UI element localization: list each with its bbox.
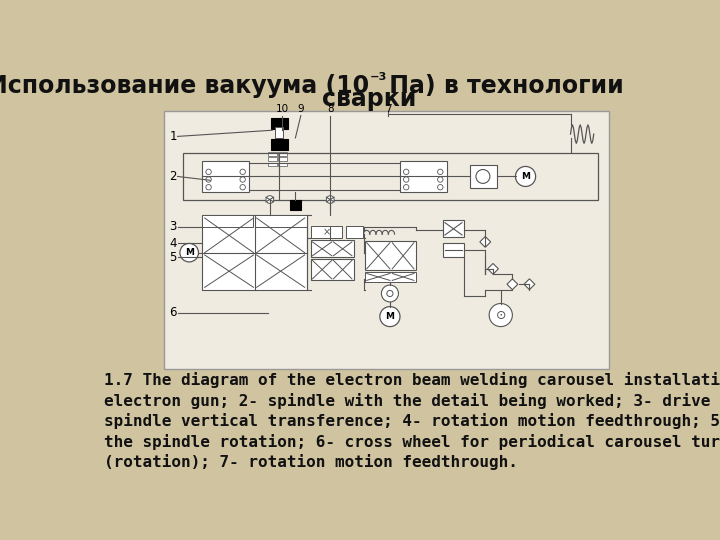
Polygon shape bbox=[487, 264, 498, 274]
Circle shape bbox=[382, 285, 398, 302]
Bar bbox=[202, 215, 307, 289]
Text: 9: 9 bbox=[297, 104, 304, 114]
Circle shape bbox=[403, 185, 409, 190]
Bar bbox=[443, 244, 464, 257]
Circle shape bbox=[240, 185, 246, 190]
Circle shape bbox=[266, 195, 274, 204]
Circle shape bbox=[387, 291, 393, 296]
Bar bbox=[275, 127, 283, 138]
Circle shape bbox=[403, 169, 409, 174]
Text: М: М bbox=[385, 312, 395, 321]
Bar bbox=[269, 163, 276, 166]
Circle shape bbox=[438, 177, 443, 182]
Bar bbox=[279, 152, 287, 156]
Circle shape bbox=[326, 195, 334, 204]
Text: 8: 8 bbox=[327, 104, 333, 114]
Bar bbox=[400, 161, 446, 192]
Circle shape bbox=[206, 169, 211, 174]
Circle shape bbox=[180, 244, 199, 262]
Bar bbox=[271, 139, 287, 150]
Circle shape bbox=[516, 166, 536, 186]
Text: 6: 6 bbox=[169, 306, 176, 319]
Bar bbox=[279, 163, 287, 166]
Text: ⊙: ⊙ bbox=[495, 308, 506, 321]
Bar bbox=[311, 240, 354, 257]
Bar bbox=[163, 111, 609, 369]
Circle shape bbox=[380, 307, 400, 327]
Text: 2: 2 bbox=[169, 170, 176, 183]
Text: Использование вакуума (10: Использование вакуума (10 bbox=[0, 74, 369, 98]
Polygon shape bbox=[480, 237, 490, 247]
Text: сварки: сварки bbox=[322, 87, 416, 111]
Circle shape bbox=[438, 185, 443, 190]
Text: 5: 5 bbox=[169, 251, 176, 264]
Circle shape bbox=[403, 177, 409, 182]
Polygon shape bbox=[507, 279, 518, 289]
Text: ⁻³: ⁻³ bbox=[370, 72, 387, 91]
Bar bbox=[202, 161, 249, 192]
Bar bbox=[443, 220, 464, 237]
Bar bbox=[269, 152, 276, 156]
Bar bbox=[202, 215, 253, 226]
Text: М: М bbox=[185, 248, 194, 257]
Circle shape bbox=[476, 170, 490, 184]
Text: 7: 7 bbox=[385, 104, 392, 114]
Text: ×: × bbox=[323, 227, 330, 237]
Bar bbox=[365, 241, 415, 271]
Bar bbox=[311, 259, 354, 280]
Text: 1.7 The diagram of the electron beam welding carousel installation: 1-
electron : 1.7 The diagram of the electron beam wel… bbox=[104, 372, 720, 470]
Text: 3: 3 bbox=[169, 220, 176, 233]
Bar bbox=[346, 226, 363, 238]
Text: 1: 1 bbox=[169, 130, 176, 143]
Circle shape bbox=[240, 177, 246, 182]
Bar bbox=[469, 165, 497, 188]
Bar bbox=[279, 157, 287, 161]
Bar bbox=[271, 118, 287, 129]
Circle shape bbox=[489, 303, 513, 327]
Text: М: М bbox=[521, 172, 530, 181]
Bar bbox=[365, 272, 415, 282]
Bar bbox=[255, 215, 307, 226]
Bar bbox=[311, 226, 342, 238]
Circle shape bbox=[206, 177, 211, 182]
Text: Па) в технологии: Па) в технологии bbox=[381, 74, 624, 98]
Circle shape bbox=[206, 185, 211, 190]
Circle shape bbox=[438, 169, 443, 174]
Polygon shape bbox=[524, 279, 535, 289]
Text: 4: 4 bbox=[169, 237, 176, 250]
Bar bbox=[290, 200, 301, 210]
Text: 10: 10 bbox=[276, 104, 289, 114]
Bar bbox=[183, 153, 598, 200]
Bar bbox=[269, 157, 276, 161]
Circle shape bbox=[240, 169, 246, 174]
